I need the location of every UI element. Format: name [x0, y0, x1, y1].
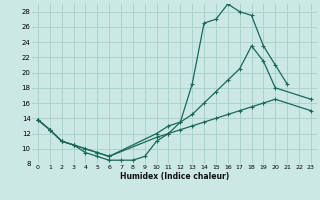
X-axis label: Humidex (Indice chaleur): Humidex (Indice chaleur): [120, 172, 229, 181]
